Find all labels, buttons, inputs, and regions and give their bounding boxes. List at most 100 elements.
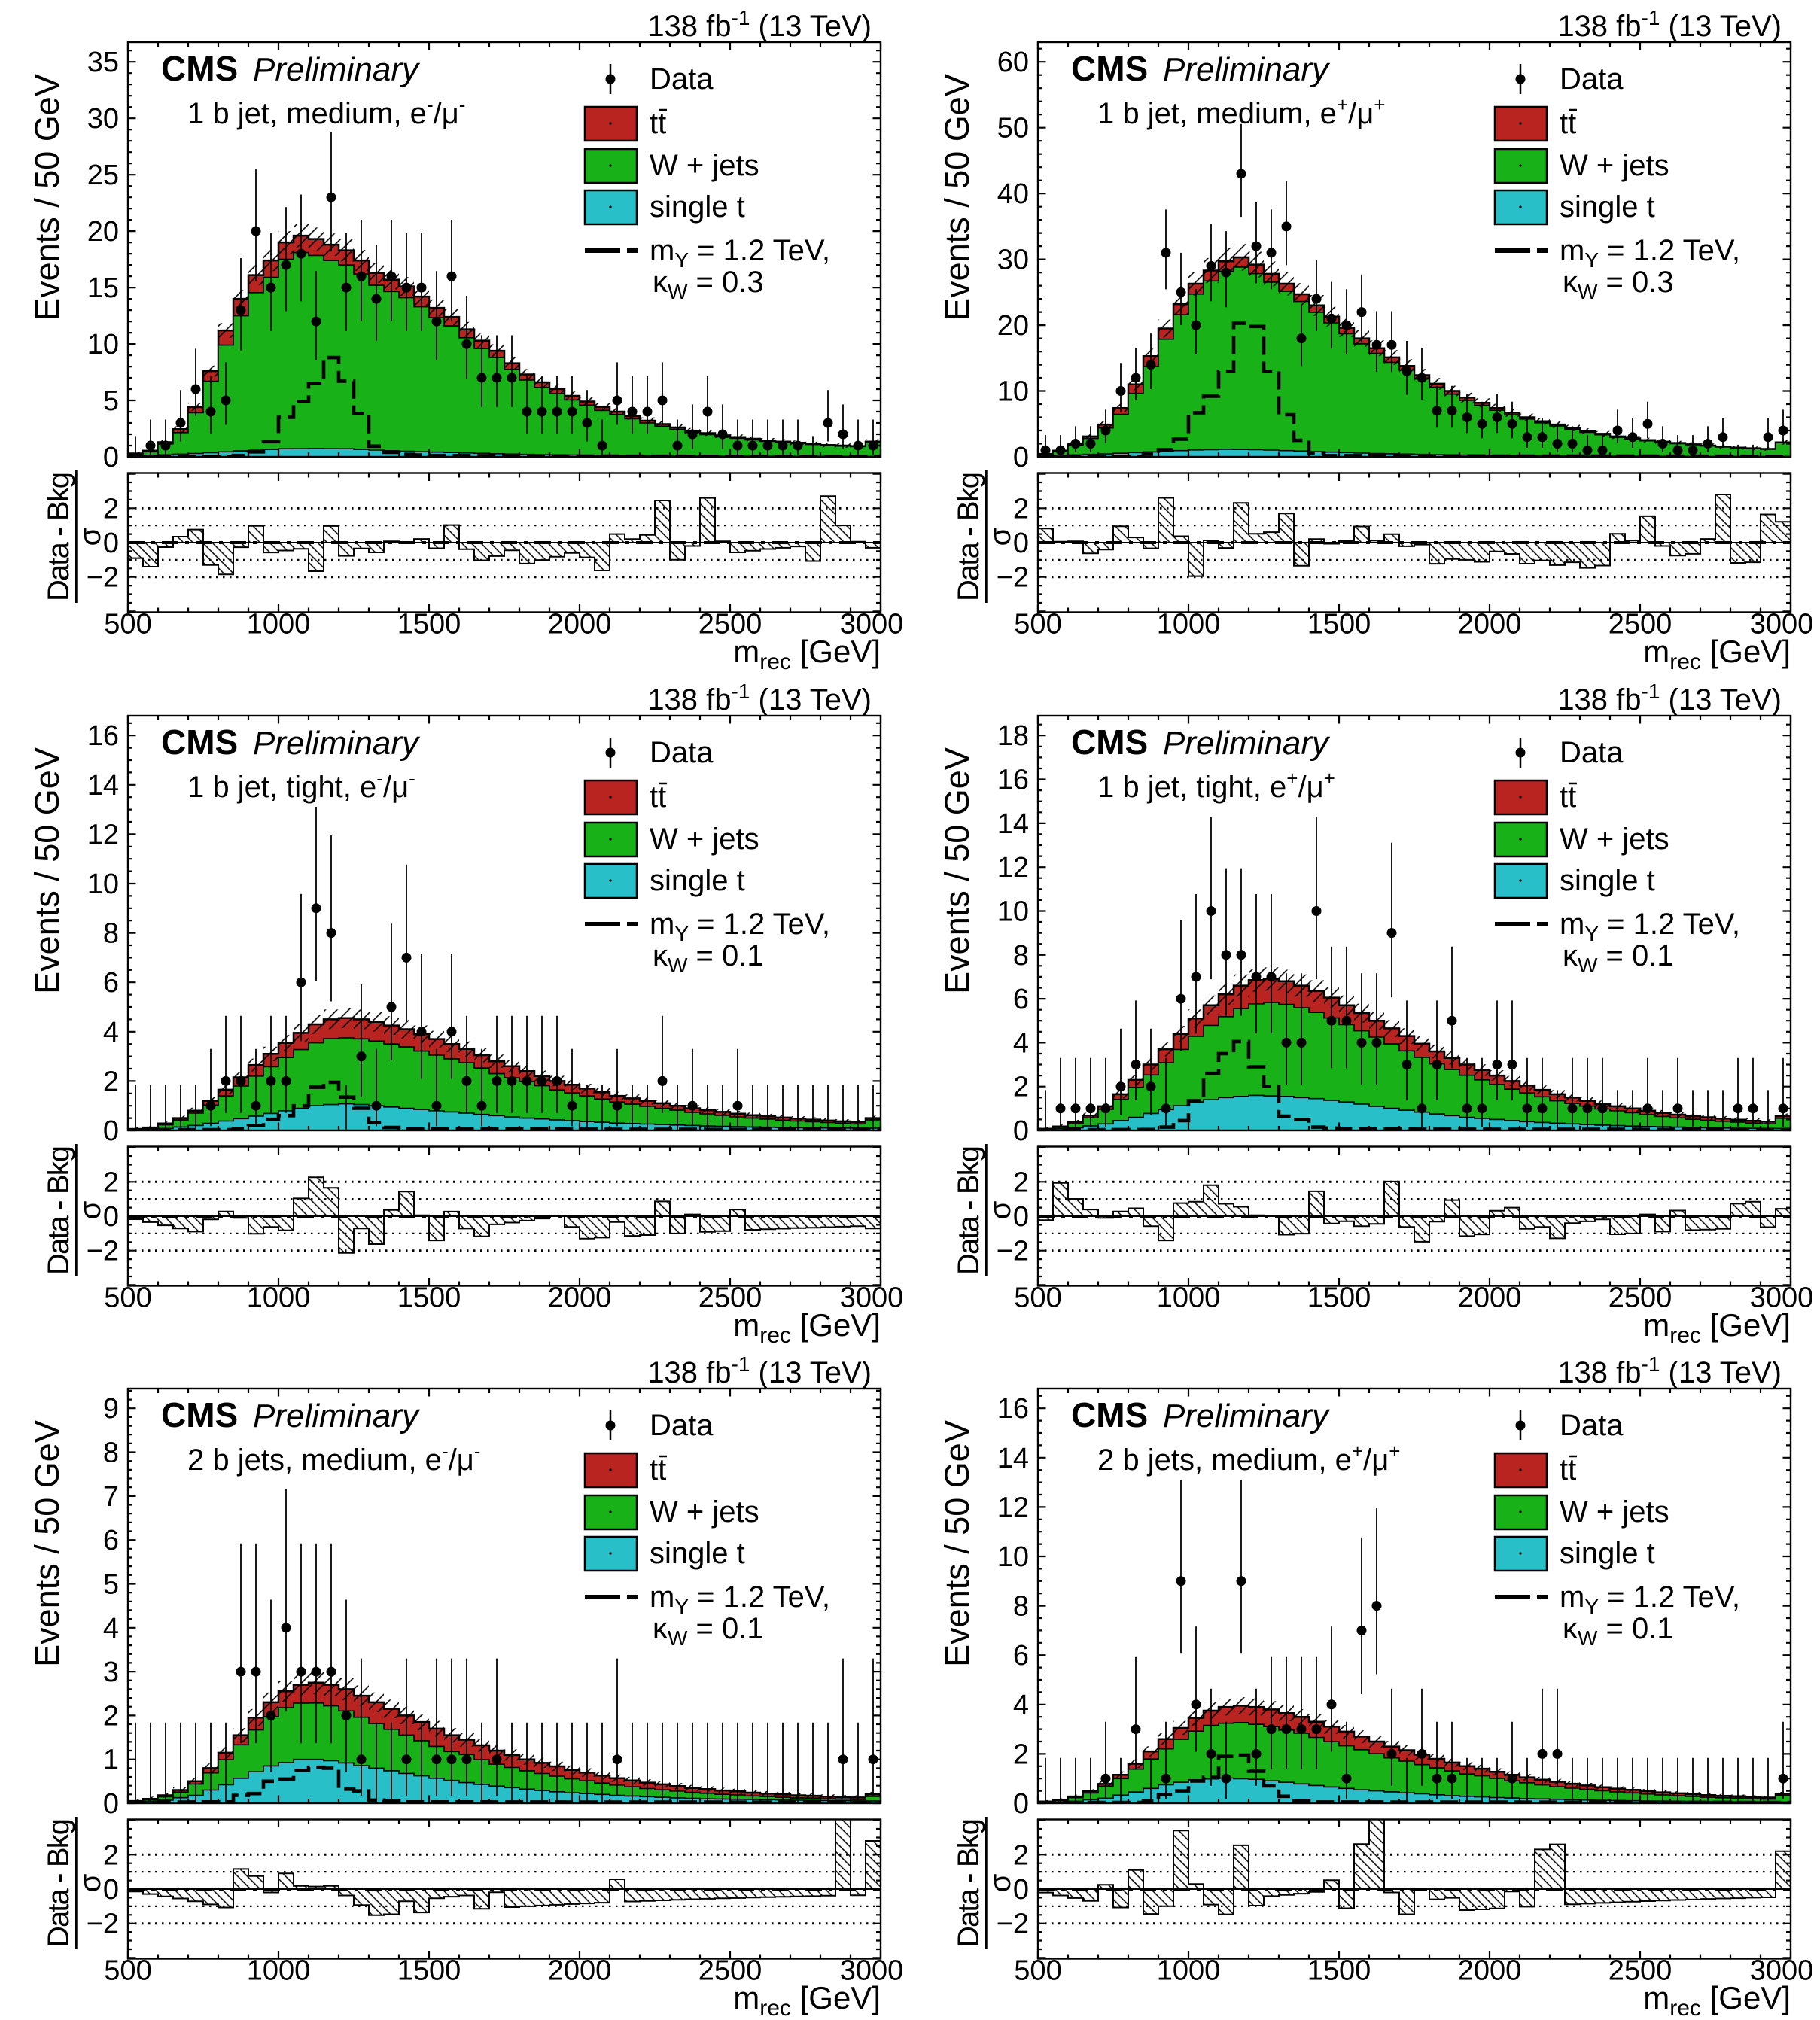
svg-text:1000: 1000 <box>1157 609 1221 640</box>
svg-text:2500: 2500 <box>1608 1282 1672 1313</box>
svg-text:2: 2 <box>1013 1071 1029 1103</box>
svg-text:0: 0 <box>103 1201 119 1233</box>
svg-text:14: 14 <box>87 769 119 801</box>
svg-text:35: 35 <box>87 47 119 78</box>
svg-text:CMS: CMS <box>1071 49 1148 88</box>
svg-text:−2: −2 <box>87 1235 119 1267</box>
svg-text:500: 500 <box>104 1955 151 1987</box>
svg-text:3000: 3000 <box>840 1955 904 1987</box>
svg-text:W + jets: W + jets <box>1560 1495 1669 1529</box>
svg-text:2500: 2500 <box>698 1282 762 1313</box>
svg-text:Preliminary: Preliminary <box>1163 51 1331 88</box>
svg-text:κW = 0.1: κW = 0.1 <box>1563 1612 1674 1650</box>
svg-text:2: 2 <box>1013 1840 1029 1872</box>
svg-text:2500: 2500 <box>1608 609 1672 640</box>
svg-text:Preliminary: Preliminary <box>253 1398 421 1434</box>
svg-text:Data: Data <box>650 1409 714 1442</box>
svg-text:14: 14 <box>997 1443 1029 1474</box>
svg-text:4: 4 <box>103 1016 119 1048</box>
svg-text:single t: single t <box>1560 190 1655 224</box>
svg-text:12: 12 <box>997 1492 1029 1524</box>
svg-text:mrec [GeV]: mrec [GeV] <box>1643 1307 1791 1347</box>
svg-text:κW = 0.1: κW = 0.1 <box>1563 939 1674 977</box>
svg-text:3: 3 <box>103 1656 119 1688</box>
svg-text:mrec [GeV]: mrec [GeV] <box>1643 634 1791 674</box>
svg-text:1500: 1500 <box>397 1282 461 1313</box>
svg-text:mrec [GeV]: mrec [GeV] <box>1643 1980 1791 2020</box>
svg-text:16: 16 <box>997 764 1029 796</box>
svg-text:Preliminary: Preliminary <box>253 51 421 88</box>
svg-text:138 fb-1 (13 TeV): 138 fb-1 (13 TeV) <box>647 680 872 716</box>
svg-text:2000: 2000 <box>1458 1282 1522 1313</box>
svg-text:1500: 1500 <box>1307 609 1371 640</box>
svg-text:κW = 0.1: κW = 0.1 <box>653 939 764 977</box>
svg-text:16: 16 <box>87 720 119 752</box>
svg-text:2000: 2000 <box>1458 1955 1522 1987</box>
svg-text:138 fb-1 (13 TeV): 138 fb-1 (13 TeV) <box>647 1352 872 1389</box>
svg-text:1000: 1000 <box>247 1282 311 1313</box>
svg-text:10: 10 <box>997 1541 1029 1573</box>
svg-text:mrec [GeV]: mrec [GeV] <box>733 1307 881 1347</box>
svg-text:κW = 0.3: κW = 0.3 <box>653 266 764 303</box>
svg-text:1000: 1000 <box>247 609 311 640</box>
svg-text:Data: Data <box>1560 1409 1624 1442</box>
svg-text:5: 5 <box>103 385 119 417</box>
svg-text:CMS: CMS <box>161 49 238 88</box>
svg-text:2500: 2500 <box>698 609 762 640</box>
svg-text:W + jets: W + jets <box>1560 149 1669 182</box>
svg-text:2: 2 <box>1013 1739 1029 1771</box>
svg-text:Preliminary: Preliminary <box>1163 725 1331 762</box>
svg-text:1 b jet, medium, e+/μ+: 1 b jet, medium, e+/μ+ <box>1097 93 1385 130</box>
svg-text:0: 0 <box>1013 1788 1029 1820</box>
svg-text:1500: 1500 <box>397 609 461 640</box>
svg-text:Events / 50 GeV: Events / 50 GeV <box>938 74 976 321</box>
svg-text:0: 0 <box>103 1874 119 1906</box>
svg-text:3000: 3000 <box>1750 1282 1814 1313</box>
svg-text:12: 12 <box>87 819 119 850</box>
svg-text:−2: −2 <box>87 562 119 594</box>
svg-text:σ: σ <box>984 1874 1017 1893</box>
svg-text:30: 30 <box>87 103 119 135</box>
svg-text:−2: −2 <box>997 1909 1029 1940</box>
svg-text:500: 500 <box>104 1282 151 1313</box>
svg-text:0: 0 <box>1013 528 1029 559</box>
svg-text:3000: 3000 <box>840 1282 904 1313</box>
svg-text:5: 5 <box>103 1569 119 1601</box>
svg-text:W + jets: W + jets <box>650 1495 759 1529</box>
svg-text:single t: single t <box>650 1537 745 1570</box>
svg-text:3000: 3000 <box>1750 1955 1814 1987</box>
svg-text:138 fb-1 (13 TeV): 138 fb-1 (13 TeV) <box>1557 6 1782 43</box>
svg-text:10: 10 <box>997 376 1029 408</box>
svg-text:CMS: CMS <box>161 1395 238 1434</box>
svg-text:W + jets: W + jets <box>650 149 759 182</box>
svg-text:2000: 2000 <box>548 1955 612 1987</box>
svg-text:50: 50 <box>997 113 1029 145</box>
svg-text:1000: 1000 <box>1157 1282 1221 1313</box>
svg-text:4: 4 <box>1013 1690 1029 1721</box>
svg-text:3000: 3000 <box>1750 609 1814 640</box>
svg-text:10: 10 <box>87 329 119 360</box>
svg-text:single t: single t <box>650 864 745 897</box>
svg-text:2000: 2000 <box>548 1282 612 1313</box>
svg-text:1: 1 <box>103 1745 119 1776</box>
svg-text:0: 0 <box>103 1115 119 1147</box>
svg-text:CMS: CMS <box>1071 723 1148 762</box>
svg-text:500: 500 <box>1014 1282 1061 1313</box>
svg-text:60: 60 <box>997 47 1029 78</box>
svg-text:0: 0 <box>1013 442 1029 473</box>
svg-text:500: 500 <box>1014 1955 1061 1987</box>
svg-text:tt: tt <box>650 1453 666 1486</box>
svg-text:0: 0 <box>103 442 119 473</box>
svg-text:σ: σ <box>74 527 107 546</box>
svg-text:500: 500 <box>104 609 151 640</box>
svg-text:mY = 1.2 TeV,: mY = 1.2 TeV, <box>1560 908 1740 945</box>
svg-text:6: 6 <box>1013 1641 1029 1672</box>
svg-text:1500: 1500 <box>1307 1955 1371 1987</box>
svg-text:CMS: CMS <box>161 723 238 762</box>
svg-text:Preliminary: Preliminary <box>253 725 421 762</box>
svg-text:single t: single t <box>650 190 745 224</box>
svg-text:500: 500 <box>1014 609 1061 640</box>
svg-text:tt: tt <box>1560 1453 1576 1486</box>
svg-text:10: 10 <box>997 896 1029 927</box>
svg-text:8: 8 <box>103 917 119 949</box>
